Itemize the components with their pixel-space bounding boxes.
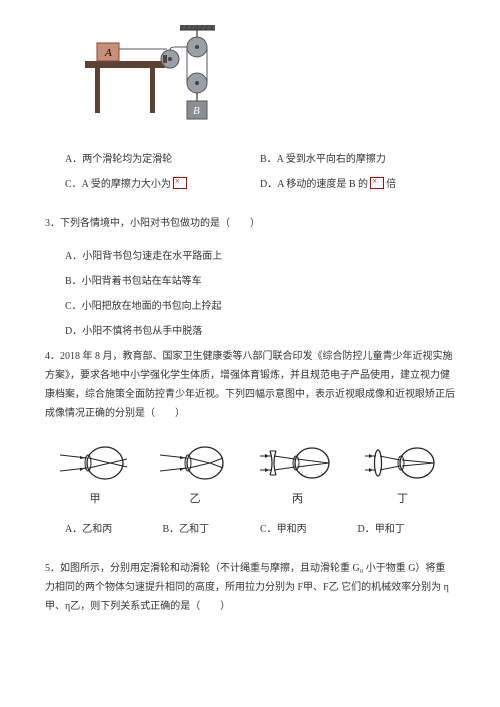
q2-b-text: B．A 受到水平向右的摩擦力 [260, 150, 386, 165]
q5-stem: 5．如图所示，分别用定滑轮和动滑轮（不计绳重与摩擦，且动滑轮重 G₀ 小于物重 … [45, 559, 455, 616]
q2-option-c: C．A 受的摩擦力大小为 [65, 175, 260, 190]
q4-option-a: A．乙和丙 [65, 520, 163, 535]
q2-d-pre: D．A 移动的速度是 B 的 [260, 175, 368, 190]
q2-c-text: C．A 受的摩擦力大小为 [65, 175, 171, 190]
eye-bing: 丙 [260, 441, 335, 506]
q4-options: A．乙和丙 B．乙和丁 C．甲和丙 D．甲和丁 [65, 520, 455, 545]
q3-stem: 3．下列各情境中，小阳对书包做功的是（ ） [45, 214, 455, 233]
label-a: A [104, 47, 112, 59]
q3-option-c: C．小阳把放在地面的书包向上拎起 [65, 297, 455, 312]
eye-jia: 甲 [60, 441, 130, 506]
label-ding: 丁 [365, 490, 440, 506]
q3-option-b: B．小阳背着书包站在车站等车 [65, 272, 455, 287]
q4-option-c: C．甲和丙 [260, 520, 358, 535]
eye-diagram-row: 甲 乙 丙 [45, 441, 455, 506]
pulley-figure: A B [85, 25, 455, 138]
q2-option-d: D．A 移动的速度是 B 的 倍 [260, 175, 455, 190]
pulley-svg: A B [85, 25, 225, 135]
q3-option-a: A．小阳背书包匀速走在水平路面上 [65, 247, 455, 262]
label-yi: 乙 [160, 490, 230, 506]
label-bing: 丙 [260, 490, 335, 506]
formula-placeholder-icon [173, 177, 187, 189]
formula-placeholder-icon [370, 177, 384, 189]
q3-option-d: D．小阳不慎将书包从手中脱落 [65, 322, 455, 337]
q2-a-text: A．两个滑轮均为定滑轮 [65, 150, 172, 165]
eye-ding: 丁 [365, 441, 440, 506]
q4-stem: 4．2018 年 8 月，教育部、国家卫生健康委等八部门联合印发《综合防控儿童青… [45, 347, 455, 423]
q4-option-b: B．乙和丁 [163, 520, 261, 535]
q2-option-b: B．A 受到水平向右的摩擦力 [260, 150, 455, 165]
q2-options: A．两个滑轮均为定滑轮 B．A 受到水平向右的摩擦力 C．A 受的摩擦力大小为 … [65, 150, 455, 200]
q4-option-d: D．甲和丁 [358, 520, 456, 535]
label-jia: 甲 [60, 490, 130, 506]
q2-d-post: 倍 [386, 175, 396, 190]
label-b: B [193, 105, 200, 117]
q2-option-a: A．两个滑轮均为定滑轮 [65, 150, 260, 165]
eye-yi: 乙 [160, 441, 230, 506]
